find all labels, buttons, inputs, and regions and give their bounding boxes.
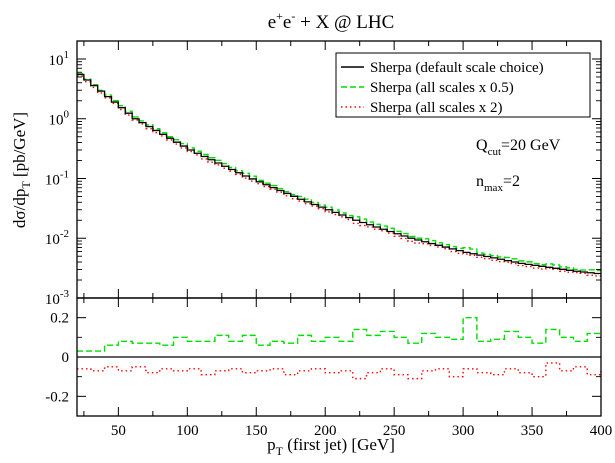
ratio-y-tick-label: -0.2: [45, 389, 69, 405]
annotation-nmax: nmax=2: [476, 173, 520, 194]
y-label-sub: T: [19, 181, 33, 189]
y-tick-label: 10-2: [45, 228, 69, 248]
annotation-qcut: Qcut=20 GeV: [476, 137, 561, 158]
title-e1: e: [268, 12, 276, 33]
main-plot-curves: [77, 73, 601, 277]
legend: Sherpa (default scale choice) Sherpa (al…: [335, 52, 591, 118]
x-tick-label: 300: [452, 423, 475, 439]
y-tick-label: 100: [49, 109, 70, 129]
qcut-sub: cut: [488, 146, 501, 158]
x-tick-label: 250: [383, 423, 406, 439]
x-tick-label: 400: [590, 423, 613, 439]
y-tick-exponent: -1: [60, 168, 69, 180]
series-line-scales-x0.5: [77, 73, 601, 272]
qcut-base: Q: [476, 137, 488, 154]
y-tick-exponent: 0: [64, 109, 70, 121]
y-tick-exponent: -2: [60, 228, 69, 240]
chart-title: e+e- + X @ LHC: [268, 9, 395, 33]
legend-label-half: Sherpa (all scales x 0.5): [370, 80, 514, 96]
title-e2: e: [283, 12, 291, 33]
nmax-rest: =2: [503, 173, 520, 190]
ratio-plot-frame: [76, 297, 602, 417]
ratio-line-scales-x0.5: [77, 316, 601, 352]
series-line-default: [77, 73, 601, 275]
x-axis-label: pT (first jet) [GeV]: [267, 435, 395, 458]
y-axis-label: dσ/dpT [pb/GeV]: [10, 112, 33, 228]
ratio-y-tick-label: 0.2: [50, 311, 69, 327]
title-rest: + X @ LHC: [295, 12, 394, 33]
nmax-base: n: [476, 173, 484, 190]
y-tick-label: 101: [49, 49, 70, 69]
y-tick-exponent: 1: [64, 49, 70, 61]
x-label-post: (first jet) [GeV]: [283, 435, 395, 454]
ratio-line-scales-x2: [77, 362, 602, 380]
y-tick-base: 10: [45, 172, 60, 188]
legend-label-double: Sherpa (all scales x 2): [370, 100, 502, 116]
x-tick-label: 200: [314, 423, 337, 439]
y-tick-base: 10: [49, 113, 64, 129]
legend-label-default: Sherpa (default scale choice): [370, 60, 544, 76]
ratio-y-tick-label: 0: [62, 350, 70, 366]
y-tick-label: 10-1: [45, 168, 69, 188]
title-sup-minus: -: [291, 9, 295, 23]
x-label-sub: T: [276, 444, 284, 458]
x-tick-label: 150: [245, 423, 268, 439]
ratio-plot-curves: [77, 316, 602, 380]
y-label-pre: dσ/dp: [10, 189, 29, 228]
y-label-post: [pb/GeV]: [10, 112, 29, 181]
title-sup-plus: +: [276, 9, 283, 23]
y-tick-exponent: -3: [60, 288, 70, 300]
qcut-rest: =20 GeV: [501, 137, 561, 154]
x-tick-label: 100: [176, 423, 199, 439]
y-tick-base: 10: [45, 292, 60, 308]
ratio-ticks: -0.2 0 0.2 50 100 150 200 250 300 350 400: [45, 298, 612, 439]
nmax-sub: max: [484, 182, 503, 194]
x-label-pre: p: [267, 435, 276, 454]
x-tick-label: 50: [111, 423, 126, 439]
legend-box: [335, 52, 591, 118]
y-tick-base: 10: [49, 53, 64, 69]
x-tick-label: 350: [521, 423, 544, 439]
y-tick-label: 10-3: [45, 288, 70, 308]
y-tick-base: 10: [45, 232, 60, 248]
